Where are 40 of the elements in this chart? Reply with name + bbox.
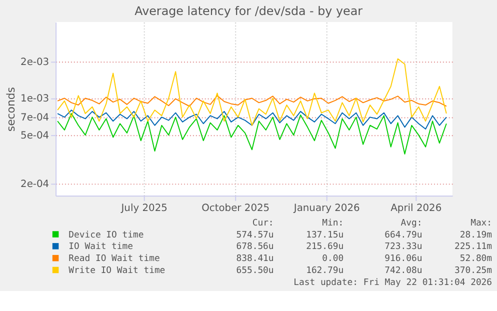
text: Max: [470, 218, 492, 228]
text: Avg: [400, 218, 422, 228]
text: 916.06u [384, 254, 422, 264]
y-tick-label: 5e-04 [20, 130, 50, 142]
x-tick-label: October 2025 [202, 202, 270, 214]
legend-label: Write IO Wait time [68, 266, 166, 276]
line-series [57, 110, 447, 130]
x-tick-label: April 2026 [390, 202, 442, 214]
chart-title: Average latency for /dev/sda - by year [134, 4, 363, 18]
y-tick-label: 2e-03 [20, 56, 50, 68]
text: 370.25m [454, 266, 492, 276]
line-series [57, 95, 447, 107]
y-tick-label: 1e-03 [20, 94, 50, 105]
line-series [57, 58, 447, 126]
legend-label: IO Wait time [68, 242, 134, 252]
text: 162.79u [306, 266, 344, 276]
legend-label: Device IO time [68, 230, 144, 240]
y-tick-label: 2e-04 [20, 179, 50, 190]
text: Last update: Fri May 22 01:31:04 2026 [294, 278, 492, 288]
text: Cur: [252, 218, 274, 228]
y-axis-title: seconds [4, 86, 18, 132]
legend-label: Read IO Wait time [68, 254, 160, 264]
text: 742.08u [384, 266, 422, 276]
text: 655.50u [236, 266, 274, 276]
text: 723.33u [384, 242, 422, 252]
line-series [57, 113, 447, 155]
text: 574.57u [236, 230, 274, 240]
text: 0.00 [322, 254, 344, 264]
text: 215.69u [306, 242, 344, 252]
text: 28.19m [460, 230, 492, 240]
y-tick-label: 7e-04 [20, 112, 50, 124]
text: 678.56u [236, 242, 274, 252]
x-tick-label: July 2025 [120, 202, 168, 214]
text: 52.80m [460, 254, 492, 264]
x-tick-label: January 2026 [292, 202, 360, 214]
text: 225.11m [454, 242, 492, 252]
text: 664.79u [384, 230, 422, 240]
text: 137.15u [306, 230, 344, 240]
text: 838.41u [236, 254, 274, 264]
text: Min: [322, 218, 344, 228]
